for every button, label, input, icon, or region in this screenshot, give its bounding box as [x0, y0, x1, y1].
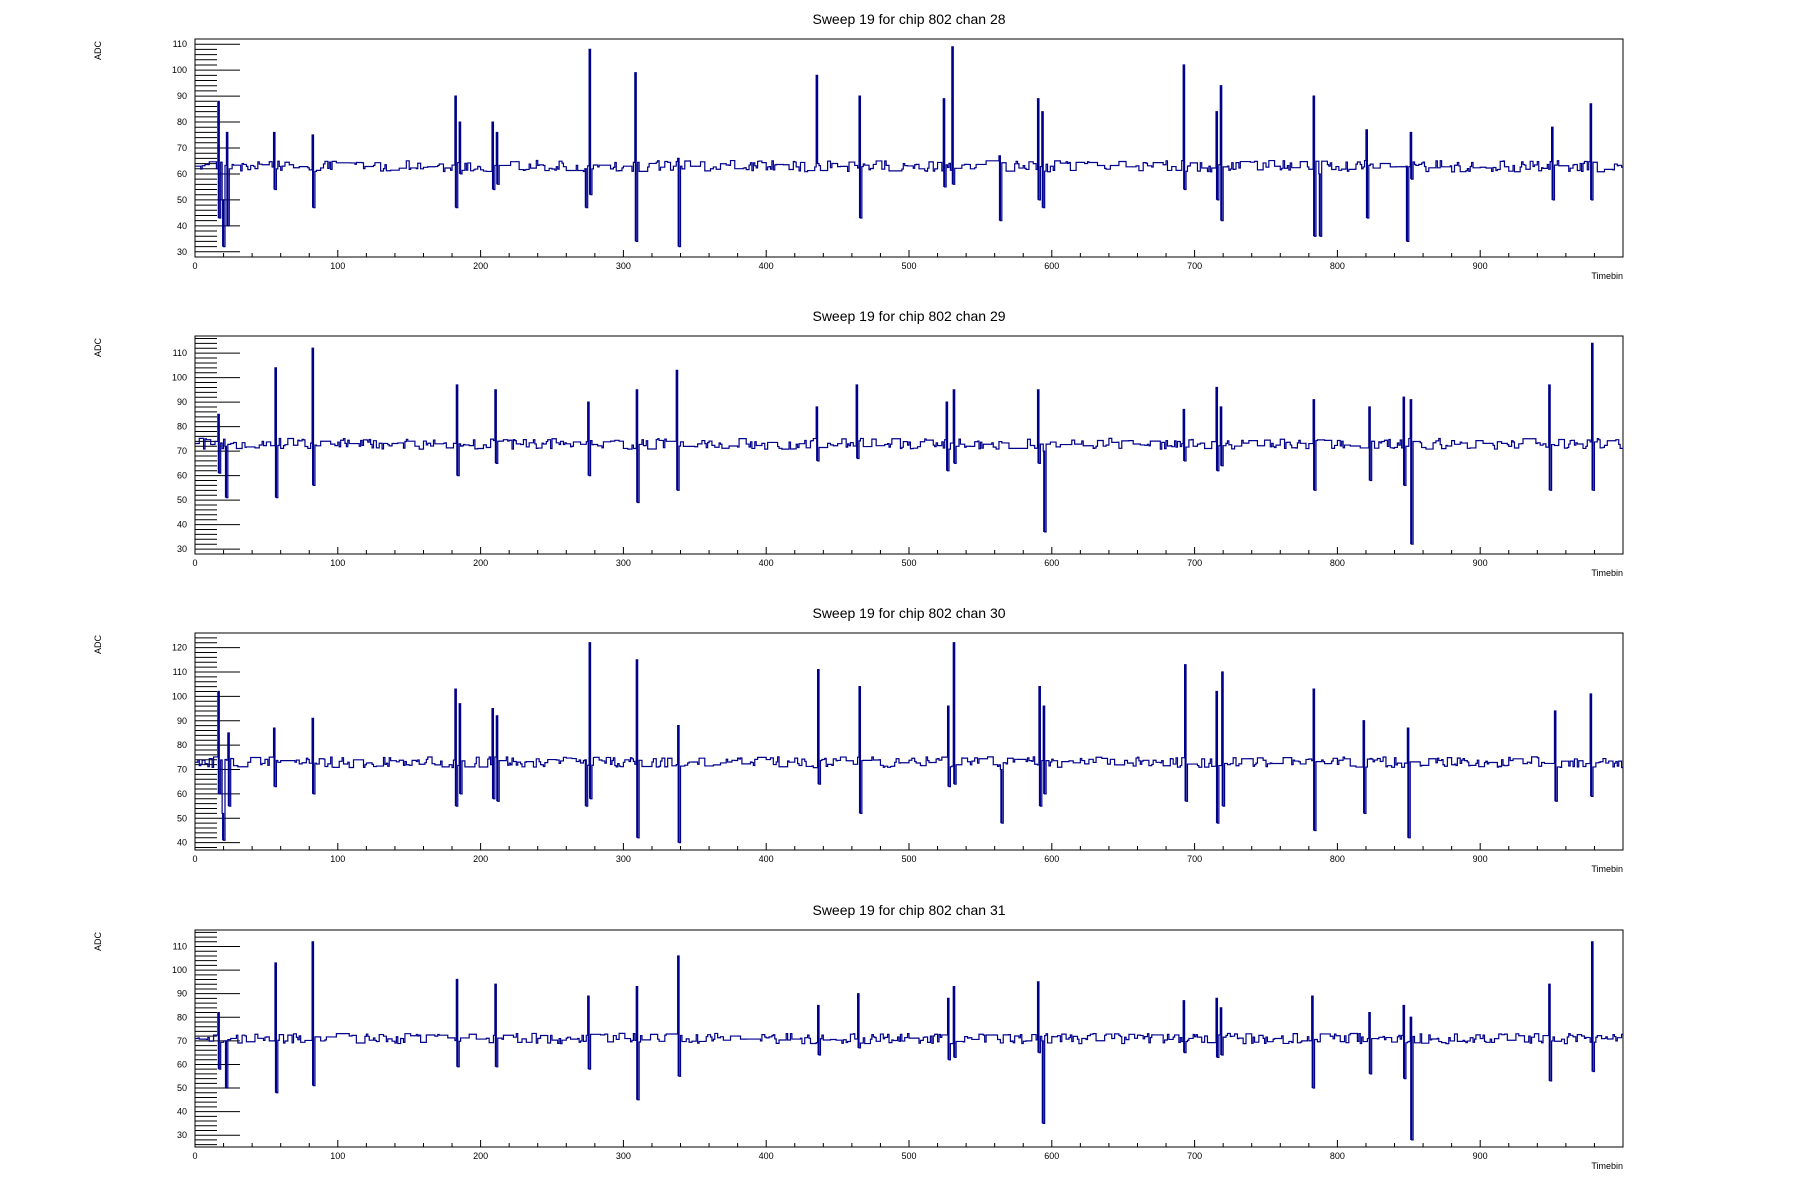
x-tick-label: 900 [1473, 854, 1488, 864]
y-tick-label: 110 [173, 942, 187, 952]
x-tick-label: 400 [759, 558, 774, 568]
y-tick-label: 70 [177, 446, 187, 456]
y-tick-label: 80 [177, 1012, 187, 1022]
y-tick-label: 60 [177, 789, 187, 799]
x-tick-label: 0 [192, 261, 197, 271]
x-tick-label: 500 [901, 261, 916, 271]
y-tick-label: 70 [177, 765, 187, 775]
y-tick-label: 110 [173, 348, 187, 358]
chart-panel-3: Sweep 19 for chip 802 chan 31 ADC Timebin 3… [93, 902, 1624, 1171]
y-tick-label: 80 [177, 740, 187, 750]
x-tick-label: 200 [473, 558, 488, 568]
x-tick-label: 200 [473, 261, 488, 271]
x-tick-label: 300 [616, 1151, 631, 1161]
y-tick-label: 90 [177, 989, 187, 999]
y-axis-label: ADC [93, 41, 103, 61]
x-tick-label: 900 [1473, 261, 1488, 271]
x-tick-label: 500 [901, 854, 916, 864]
x-tick-label: 300 [616, 261, 631, 271]
y-tick-label: 40 [177, 520, 187, 530]
y-tick-label: 100 [172, 373, 187, 383]
x-tick-label: 600 [1044, 261, 1059, 271]
y-tick-label: 110 [173, 39, 187, 49]
y-tick-label: 80 [177, 422, 187, 432]
adc-trace [195, 941, 1623, 1141]
x-axis-label: Timebin [1591, 864, 1623, 874]
x-tick-label: 400 [759, 854, 774, 864]
x-tick-label: 800 [1330, 558, 1345, 568]
x-tick-label: 700 [1187, 1151, 1202, 1161]
chart-title: Sweep 19 for chip 802 chan 28 [812, 11, 1005, 27]
y-tick-label: 50 [177, 813, 187, 823]
x-tick-label: 0 [192, 558, 197, 568]
y-tick-label: 80 [177, 117, 187, 127]
y-tick-label: 40 [177, 221, 187, 231]
y-tick-label: 90 [177, 91, 187, 101]
y-tick-label: 60 [177, 471, 187, 481]
x-tick-label: 700 [1187, 854, 1202, 864]
x-tick-label: 800 [1330, 1151, 1345, 1161]
chart-panel-0: Sweep 19 for chip 802 chan 28 ADC Timebin 3… [93, 11, 1624, 281]
x-tick-label: 700 [1187, 261, 1202, 271]
x-tick-label: 200 [473, 854, 488, 864]
y-tick-label: 90 [177, 397, 187, 407]
adc-trace [195, 46, 1623, 248]
x-tick-label: 500 [901, 558, 916, 568]
x-axis-label: Timebin [1591, 568, 1623, 578]
adc-trace [195, 642, 1623, 844]
y-tick-label: 50 [177, 195, 187, 205]
y-tick-label: 90 [177, 716, 187, 726]
adc-trace [195, 342, 1623, 545]
x-tick-label: 400 [759, 1151, 774, 1161]
chart-title: Sweep 19 for chip 802 chan 29 [812, 308, 1005, 324]
y-tick-label: 100 [172, 691, 187, 701]
x-tick-label: 500 [901, 1151, 916, 1161]
y-axis-label: ADC [93, 635, 103, 655]
y-tick-label: 30 [177, 247, 187, 257]
y-tick-label: 60 [177, 1059, 187, 1069]
x-tick-label: 600 [1044, 854, 1059, 864]
chart-title: Sweep 19 for chip 802 chan 31 [812, 902, 1005, 918]
y-axis-label: ADC [93, 932, 103, 952]
x-tick-label: 400 [759, 261, 774, 271]
y-tick-label: 70 [177, 1036, 187, 1046]
y-tick-label: 50 [177, 495, 187, 505]
x-tick-label: 100 [330, 1151, 345, 1161]
x-axis-label: Timebin [1591, 1161, 1623, 1171]
y-tick-label: 70 [177, 143, 187, 153]
x-tick-label: 900 [1473, 558, 1488, 568]
y-tick-label: 30 [177, 544, 187, 554]
y-axis-label: ADC [93, 338, 103, 358]
y-tick-label: 110 [173, 667, 187, 677]
x-tick-label: 800 [1330, 261, 1345, 271]
x-tick-label: 300 [616, 854, 631, 864]
chart-title: Sweep 19 for chip 802 chan 30 [812, 605, 1005, 621]
x-tick-label: 600 [1044, 1151, 1059, 1161]
x-tick-label: 800 [1330, 854, 1345, 864]
y-tick-label: 40 [177, 1107, 187, 1117]
y-tick-label: 100 [172, 65, 187, 75]
y-tick-label: 40 [177, 838, 187, 848]
y-tick-label: 60 [177, 169, 187, 179]
x-tick-label: 100 [330, 261, 345, 271]
x-tick-label: 0 [192, 1151, 197, 1161]
y-tick-label: 100 [172, 965, 187, 975]
x-tick-label: 700 [1187, 558, 1202, 568]
x-tick-label: 200 [473, 1151, 488, 1161]
y-tick-label: 120 [172, 643, 187, 653]
y-tick-label: 30 [177, 1130, 187, 1140]
chart-panel-2: Sweep 19 for chip 802 chan 30 ADC Timebin 4… [93, 605, 1624, 874]
x-tick-label: 900 [1473, 1151, 1488, 1161]
x-axis-label: Timebin [1591, 271, 1623, 281]
x-tick-label: 100 [330, 854, 345, 864]
y-tick-label: 50 [177, 1083, 187, 1093]
x-tick-label: 100 [330, 558, 345, 568]
x-tick-label: 0 [192, 854, 197, 864]
x-tick-label: 300 [616, 558, 631, 568]
x-tick-label: 600 [1044, 558, 1059, 568]
chart-panel-1: Sweep 19 for chip 802 chan 29 ADC Timebin 3… [93, 308, 1624, 578]
